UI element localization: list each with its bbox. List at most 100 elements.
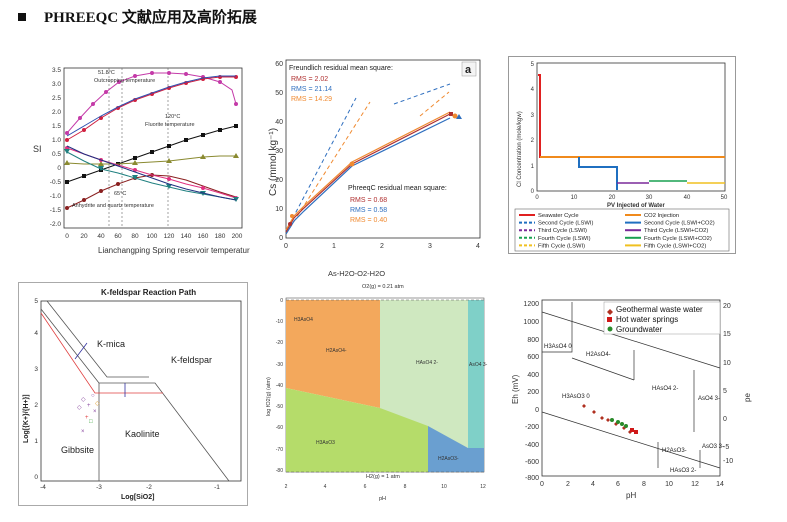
annotation: Fluorite temperature	[145, 122, 195, 128]
x-tick: 4	[591, 481, 595, 488]
x-tick: 50	[721, 195, 728, 201]
y-tick: 3	[531, 113, 535, 119]
x-tick: -2	[146, 484, 152, 491]
y-tick: 1	[531, 164, 535, 170]
x-tick: 6	[616, 481, 620, 488]
y2-tick: -5	[723, 444, 729, 451]
legend-item: Hot water springs	[616, 315, 678, 324]
y-tick: -600	[525, 459, 539, 466]
y-tick: -200	[525, 424, 539, 431]
y2-tick: 5	[723, 388, 727, 395]
legend-item: RMS = 0.58	[350, 207, 387, 214]
legend-item: RMS = 0.68	[350, 197, 387, 204]
y-tick: -30	[276, 362, 283, 368]
x-tick: 140	[181, 233, 192, 240]
panel-badge: a	[465, 64, 472, 76]
si-series-red	[66, 76, 236, 141]
x-tick: 2	[566, 481, 570, 488]
y-tick: 1	[34, 438, 38, 445]
x-tick: 6	[364, 484, 367, 490]
y-tick: 0	[57, 165, 61, 172]
species-label: H3AsO3 0	[562, 394, 590, 400]
species-label: HAsO4 2-	[416, 360, 438, 366]
legend-item: Third Cycle (LSWI+CO2)	[644, 228, 708, 234]
x-tick: 12	[480, 484, 486, 490]
y-tick: -10	[276, 319, 283, 325]
y-tick: -80	[276, 468, 283, 474]
species-label: H2AsO3-	[662, 448, 687, 454]
si-series-navy	[66, 145, 237, 201]
bottom-boundary-label: H2(g) = 1 atm	[366, 474, 400, 480]
annotation: Anhydrite and quartz temperature	[72, 203, 154, 209]
as-fo2-figure: As-H2O-O2-H2O O2(g) = 0.21 atm H3AsO4 H2…	[262, 266, 492, 516]
y-tick: 3	[34, 366, 38, 373]
species-label: H2AsO4-	[326, 348, 347, 354]
y-tick: -70	[276, 447, 283, 453]
x-tick: 60	[114, 233, 122, 240]
legend-item: RMS = 14.29	[291, 96, 332, 103]
region-label: K-mica	[97, 339, 125, 349]
y-tick: -400	[525, 442, 539, 449]
x-tick: 100	[147, 233, 158, 240]
species-label: AsO3 3-	[702, 444, 724, 450]
y-axis-label: Log[{K+}/{H+}]	[23, 394, 30, 443]
svg-text:□: □	[89, 419, 93, 425]
x-tick: 2	[285, 484, 288, 490]
y-tick: 0	[279, 235, 283, 242]
x-tick: 30	[646, 195, 653, 201]
top-boundary-label: O2(g) = 0.21 atm	[362, 284, 404, 290]
x-tick: 1	[332, 243, 336, 250]
y-axis-label: Cl Concentration (mole/kgw)	[517, 111, 523, 187]
svg-text:◇: ◇	[77, 405, 82, 411]
y-tick: 0.5	[52, 151, 61, 158]
legend-item: Second Cycle (LSWI)	[538, 221, 593, 227]
si-series-teal	[66, 151, 237, 201]
y-tick: -20	[276, 340, 283, 346]
y-tick: 600	[527, 354, 539, 361]
annotation: 65°C	[114, 191, 126, 197]
series-second	[578, 157, 618, 190]
svg-text:◇: ◇	[95, 401, 100, 407]
y-tick: 1200	[523, 301, 539, 308]
species-label: H2AsO4-	[586, 352, 611, 358]
y-tick: 3.5	[52, 67, 61, 74]
y-tick: 30	[275, 148, 283, 155]
species-label: H3AsO4	[294, 317, 313, 323]
x-tick: 0	[535, 195, 539, 201]
annotation: 51.8°C	[98, 70, 115, 76]
annotation: Outcropping temperature	[94, 78, 155, 84]
y-tick: 200	[527, 389, 539, 396]
y-tick: 3.0	[52, 81, 61, 88]
y-tick: 50	[275, 90, 283, 97]
legend-item: Fifth Cycle (LSWI)	[538, 243, 585, 249]
y-tick: -1.5	[50, 207, 62, 214]
y2-tick: 20	[723, 303, 731, 310]
x-tick: 0	[65, 233, 69, 240]
svg-text:○: ○	[91, 393, 95, 399]
annotation: 120°C	[165, 114, 180, 120]
x-axis-label: pH	[626, 491, 636, 500]
svg-text:◇: ◇	[81, 397, 86, 403]
y-tick: 0	[531, 189, 535, 195]
legend-title: PhreeqC residual mean square:	[348, 185, 447, 192]
y-tick: -800	[525, 475, 539, 482]
y2-tick: 0	[723, 416, 727, 423]
svg-text:+: +	[85, 415, 89, 421]
x-axis-label: Log[SiO2]	[121, 494, 154, 501]
x-tick: 10	[665, 481, 673, 488]
x-tick: 8	[642, 481, 646, 488]
y-tick: -0.5	[50, 179, 62, 186]
si-temperature-figure: SI 3.5 3.0 2.5 2.0 1.5 1.0 0.5 0 -0.5 -1…	[30, 60, 250, 260]
species-label: H3AsO3	[316, 440, 335, 446]
y-tick: 0	[34, 474, 38, 481]
legend-item: Geothermal waste water	[616, 305, 703, 314]
x-tick: 200	[232, 233, 243, 240]
y-tick: 60	[275, 61, 283, 68]
legend-item: CO2 Injection	[644, 213, 679, 219]
si-series-olive	[66, 155, 236, 165]
x-tick: 20	[609, 195, 616, 201]
y-tick: 1.0	[52, 137, 61, 144]
y-tick: 40	[275, 119, 283, 126]
y-tick: -1.0	[50, 193, 62, 200]
x-tick: -4	[40, 484, 46, 491]
